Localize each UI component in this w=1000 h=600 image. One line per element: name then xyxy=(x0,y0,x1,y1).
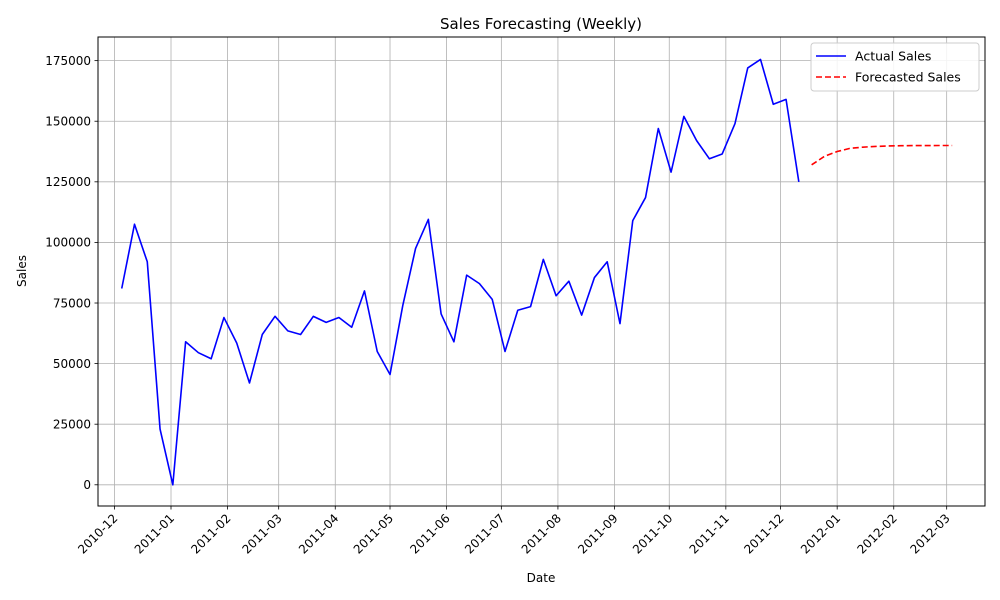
legend-label-forecast: Forecasted Sales xyxy=(855,70,961,85)
y-tick-label: 125000 xyxy=(45,175,91,189)
y-tick-label: 50000 xyxy=(53,357,91,371)
legend: Actual Sales Forecasted Sales xyxy=(811,43,979,91)
y-tick-label: 175000 xyxy=(45,54,91,68)
y-tick-label: 100000 xyxy=(45,236,91,250)
y-tick-label: 75000 xyxy=(53,296,91,310)
y-tick-label: 150000 xyxy=(45,115,91,129)
y-axis-label: Sales xyxy=(15,255,29,287)
legend-label-actual: Actual Sales xyxy=(855,49,931,64)
y-tick-label: 0 xyxy=(83,478,91,492)
chart-title: Sales Forecasting (Weekly) xyxy=(440,15,642,33)
x-axis-label: Date xyxy=(527,571,556,585)
y-tick-label: 25000 xyxy=(53,417,91,431)
